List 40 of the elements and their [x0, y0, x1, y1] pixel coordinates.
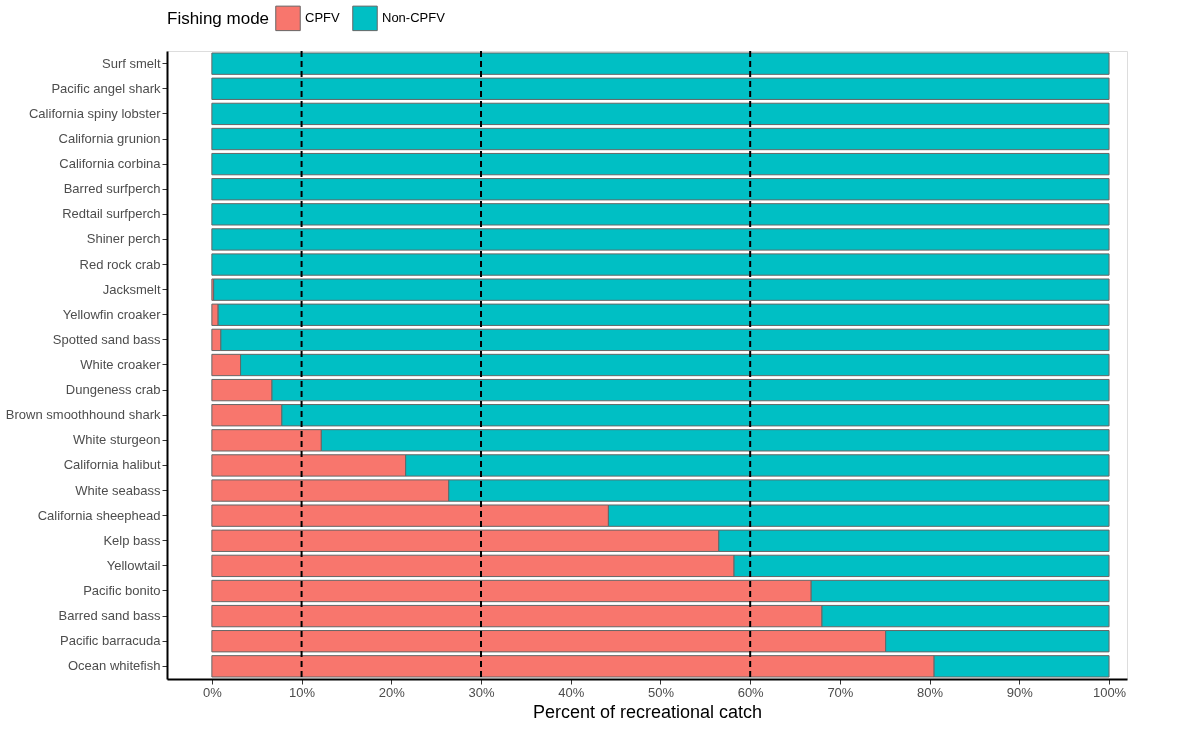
y-tick-label: Redtail surfperch: [62, 206, 161, 222]
y-tick-label: Pacific barracuda: [60, 633, 162, 649]
y-tick-label: Jacksmelt: [102, 281, 161, 297]
y-tick-label: White croaker: [80, 357, 162, 372]
y-tick-label: Pacific bonito: [83, 582, 161, 598]
legend-label: Non-CPFV: [382, 10, 446, 26]
y-tick-label: California sheephead: [37, 507, 161, 523]
y-tick-label: Red rock crab: [79, 256, 161, 272]
legend-title: Fishing mode: [167, 9, 270, 28]
x-tick-label: 0%: [202, 684, 223, 700]
y-tick-label: Surf smelt: [101, 55, 161, 71]
y-tick-label: Brown smoothhound shark: [5, 407, 161, 423]
y-tick-label: Yellowtail: [106, 557, 161, 573]
y-tick-label: Dungeness crab: [65, 382, 161, 398]
x-tick-label: 50%: [647, 684, 675, 700]
y-tick-label: Barred surfperch: [63, 181, 161, 197]
x-tick-label: 40%: [558, 684, 585, 700]
y-tick-label: Pacific angel shark: [51, 80, 161, 96]
y-tick-label: White seabass: [75, 482, 161, 498]
y-tick-label: Yellowfin croaker: [62, 306, 162, 322]
x-tick-label: 20%: [378, 684, 406, 700]
legend-label: CPFV: [305, 10, 340, 26]
y-tick-label: White sturgeon: [73, 432, 161, 448]
y-tick-label: California corbina: [59, 156, 162, 172]
x-tick-label: 90%: [1006, 684, 1034, 700]
y-tick-label: Spotted sand bass: [52, 331, 161, 347]
x-tick-label: 30%: [468, 684, 495, 700]
x-tick-label: 70%: [827, 684, 854, 700]
y-tick-label: California grunion: [58, 131, 161, 147]
y-tick-label: Shiner perch: [86, 231, 161, 247]
x-tick-label: 80%: [917, 684, 944, 700]
y-tick-label: Ocean whitefish: [68, 658, 161, 674]
y-tick-label: California halibut: [63, 457, 161, 473]
x-tick-label: 10%: [289, 684, 316, 700]
x-axis-title: Percent of recreational catch: [532, 701, 763, 722]
x-tick-label: 100%: [1092, 684, 1127, 700]
y-tick-label: California spiny lobster: [28, 105, 162, 121]
x-tick-label: 60%: [737, 684, 765, 700]
y-tick-label: Barred sand bass: [58, 608, 161, 624]
y-tick-label: Kelp bass: [103, 532, 161, 548]
